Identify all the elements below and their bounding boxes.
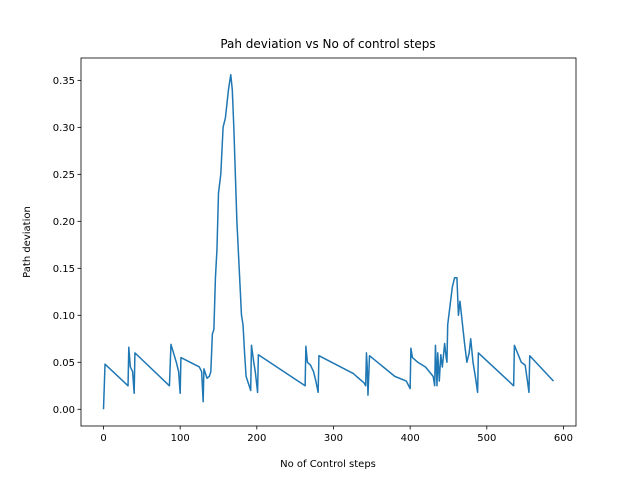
x-tick-label: 100 (171, 433, 190, 444)
x-tick-label: 500 (477, 433, 496, 444)
x-tick-label: 300 (324, 433, 343, 444)
x-axis-label: No of Control steps (280, 459, 376, 470)
x-tick-label: 400 (401, 433, 420, 444)
y-axis-label: Path deviation (22, 206, 33, 278)
y-tick-label: 0.00 (53, 405, 75, 416)
y-tick-label: 0.10 (53, 311, 75, 322)
data-line (102, 73, 555, 410)
y-tick-label: 0.30 (53, 123, 75, 134)
chart-title: Pah deviation vs No of control steps (220, 37, 435, 51)
x-tick-label: 600 (554, 433, 573, 444)
x-tick-label: 200 (247, 433, 266, 444)
y-tick-label: 0.25 (53, 170, 75, 181)
y-tick-label: 0.20 (53, 217, 75, 228)
y-tick-label: 0.15 (53, 264, 75, 275)
y-tick-label: 0.35 (53, 76, 75, 87)
plot-frame (80, 57, 577, 427)
y-tick-label: 0.05 (53, 358, 75, 369)
x-tick-label: 0 (100, 433, 106, 444)
